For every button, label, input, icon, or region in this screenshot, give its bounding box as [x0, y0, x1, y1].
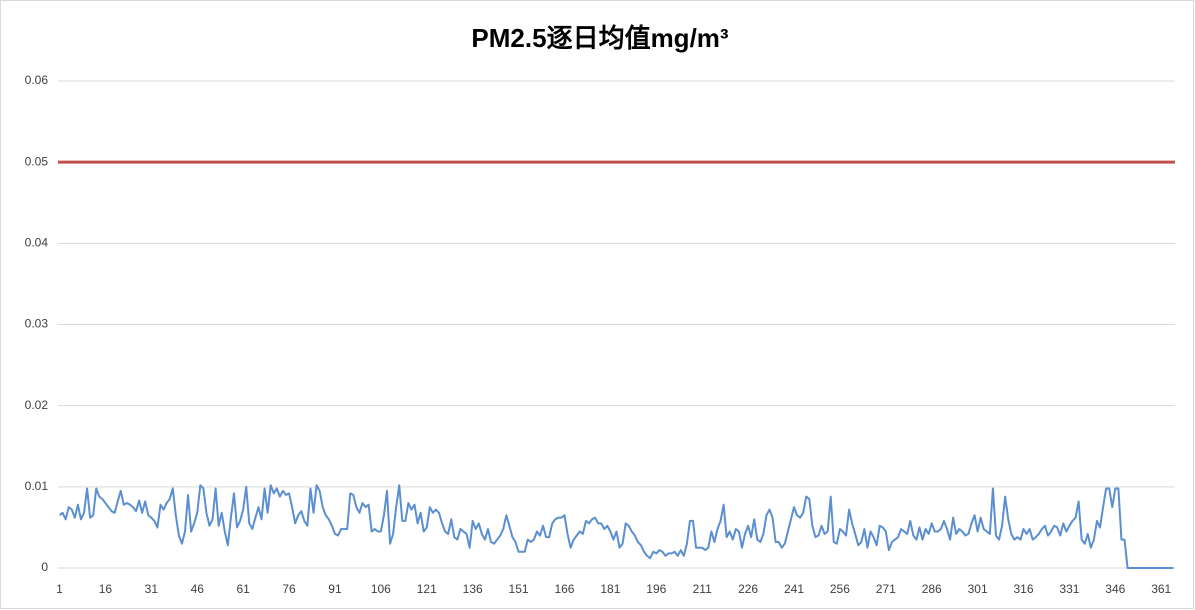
chart-title: PM2.5逐日均值mg/m³ — [471, 23, 728, 53]
x-tick-label: 256 — [830, 582, 850, 596]
x-tick-label: 136 — [463, 582, 483, 596]
x-tick-label: 31 — [145, 582, 159, 596]
x-tick-label: 46 — [191, 582, 205, 596]
x-tick-label: 241 — [784, 582, 804, 596]
y-tick-label: 0 — [41, 560, 48, 574]
y-tick-label: 0.01 — [25, 479, 49, 493]
x-tick-label: 331 — [1059, 582, 1079, 596]
y-tick-label: 0.04 — [25, 236, 49, 250]
x-tick-label: 181 — [600, 582, 620, 596]
x-tick-label: 226 — [738, 582, 758, 596]
y-tick-label: 0.03 — [25, 317, 49, 331]
x-tick-label: 361 — [1151, 582, 1171, 596]
y-tick-label: 0.02 — [25, 398, 49, 412]
x-tick-label: 151 — [509, 582, 529, 596]
x-tick-label: 106 — [371, 582, 391, 596]
y-tick-label: 0.06 — [25, 73, 49, 87]
x-tick-label: 211 — [693, 582, 712, 596]
x-tick-label: 346 — [1105, 582, 1125, 596]
data-line — [58, 484, 1174, 569]
x-tick-label: 316 — [1014, 582, 1034, 596]
x-tick-label: 196 — [646, 582, 666, 596]
x-tick-label: 76 — [282, 582, 296, 596]
y-tick-label: 0.05 — [25, 154, 49, 168]
x-tick-label: 301 — [968, 582, 988, 596]
x-tick-label: 61 — [236, 582, 250, 596]
x-tick-label: 91 — [328, 582, 342, 596]
x-tick-label: 16 — [99, 582, 113, 596]
x-tick-label: 121 — [417, 582, 437, 596]
x-tick-label: 286 — [922, 582, 942, 596]
x-tick-label: 271 — [876, 582, 896, 596]
x-tick-label: 1 — [56, 582, 63, 596]
x-tick-label: 166 — [554, 582, 574, 596]
